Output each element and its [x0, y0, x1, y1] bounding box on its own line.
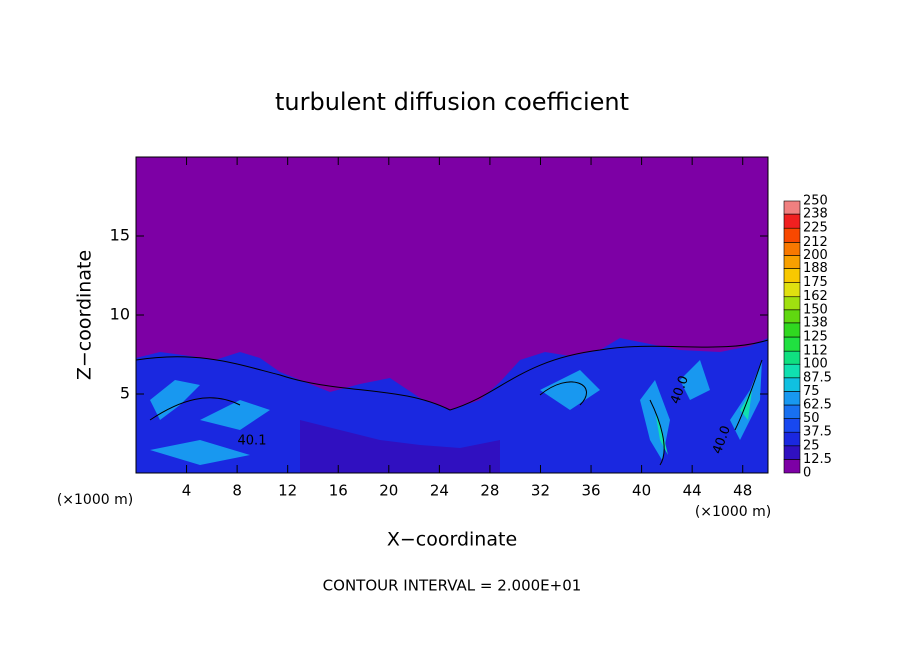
field-region — [300, 420, 500, 473]
y-tick-label: 10 — [110, 305, 130, 324]
footnote: CONTOUR INTERVAL = 2.000E+01 — [323, 577, 582, 595]
colorbar-bin — [783, 268, 801, 283]
contour-line — [135, 339, 769, 411]
x-unit-label: (×1000 m) — [57, 492, 133, 508]
colorbar-label: 87.5 — [803, 370, 832, 385]
colorbar-bin — [783, 242, 801, 256]
field-region — [136, 338, 768, 473]
colorbar-bin — [783, 309, 801, 324]
field — [135, 156, 769, 474]
colorbar-label: 238 — [803, 207, 828, 222]
colorbar-bin — [783, 377, 801, 392]
colorbar-bin — [783, 296, 801, 311]
y-tick-label: 15 — [110, 226, 130, 245]
colorbar-label: 175 — [803, 275, 828, 290]
x-tick-label: 20 — [379, 482, 398, 500]
x-tick-label: 44 — [683, 482, 702, 500]
colorbar-bin — [783, 363, 801, 379]
colorbar-bin — [783, 445, 801, 460]
colorbar-bin — [783, 418, 801, 433]
colorbar-bin — [783, 213, 801, 229]
x-tick-label: 36 — [581, 482, 600, 500]
colorbar-label: 162 — [803, 289, 828, 304]
colorbar-label: 0 — [803, 466, 811, 481]
y-axis-label: Z−coordinate — [74, 250, 96, 380]
colorbar-bin — [783, 227, 801, 243]
x-axis-label: X−coordinate — [387, 529, 517, 551]
colorbar-label: 225 — [803, 221, 828, 236]
colorbar-bin — [783, 459, 801, 474]
x-tick-label: 8 — [232, 482, 242, 500]
field-region — [150, 360, 762, 465]
colorbar-label: 138 — [803, 315, 828, 330]
field-region — [655, 390, 752, 455]
colorbar-bin — [783, 431, 801, 447]
colorbar-label: 37.5 — [803, 425, 832, 440]
x-tick-label: 28 — [480, 482, 499, 500]
contour-line — [149, 359, 763, 466]
x-tick-label: 24 — [430, 482, 449, 500]
colorbar-label: 25 — [803, 438, 820, 453]
y-tick-label: 5 — [120, 384, 130, 403]
colorbar-bin — [783, 336, 801, 352]
x-tick-label: 16 — [329, 482, 348, 500]
colorbar-label: 75 — [803, 384, 820, 399]
colorbar-label: 125 — [803, 330, 828, 345]
x-tick-label: 4 — [182, 482, 192, 500]
colorbar-label: 188 — [803, 261, 828, 276]
x-tick-label: 48 — [733, 482, 752, 500]
colorbar-label: 112 — [803, 344, 828, 359]
colorbar-bin — [783, 404, 801, 419]
colorbar-label: 50 — [803, 411, 820, 426]
colorbar-bin — [783, 322, 801, 338]
colorbar-label: 212 — [803, 235, 828, 250]
colorbar-bin — [783, 391, 801, 406]
chart-title: turbulent diffusion coefficient — [275, 88, 629, 116]
colorbar-label: 200 — [803, 248, 828, 263]
x-tick-label: 12 — [278, 482, 297, 500]
x-tick-label: 32 — [531, 482, 550, 500]
colorbar-bin — [783, 200, 801, 215]
contour-label: 40.1 — [238, 434, 267, 449]
colorbar-label: 100 — [803, 357, 828, 372]
colorbar-label: 12.5 — [803, 452, 832, 467]
colorbar-label: 150 — [803, 302, 828, 317]
x-unit-label: (×1000 m) — [695, 504, 771, 520]
colorbar-label: 250 — [803, 194, 828, 209]
colorbar-bin — [783, 350, 801, 365]
colorbar-bin — [783, 282, 801, 298]
colorbar-bin — [783, 255, 801, 269]
x-tick-label: 40 — [632, 482, 651, 500]
colorbar-label: 62.5 — [803, 398, 832, 413]
